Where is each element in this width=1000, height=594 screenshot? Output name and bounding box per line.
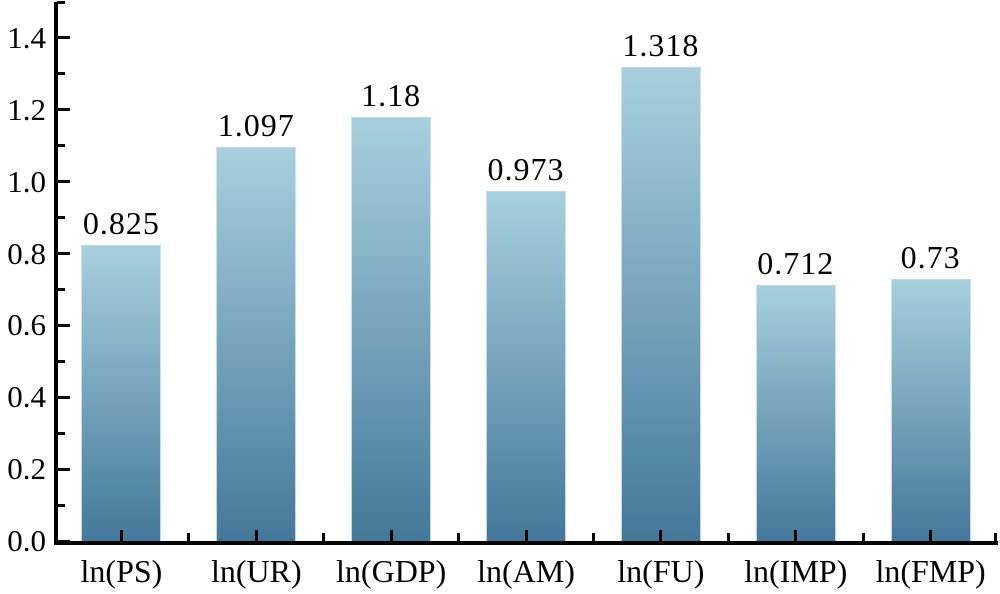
bar — [486, 191, 566, 541]
x-axis-line — [54, 541, 998, 545]
y-axis-minor-tick — [57, 287, 65, 291]
y-axis-major-tick — [57, 108, 70, 112]
bar — [755, 285, 836, 541]
y-axis-tick-label: 0.4 — [7, 379, 46, 415]
x-axis-major-tick — [254, 530, 258, 541]
bar — [81, 244, 162, 541]
y-axis-line — [54, 2, 58, 545]
x-axis-minor-tick — [994, 533, 997, 541]
y-axis-tick-label: 1.4 — [7, 19, 46, 55]
y-axis-tick-label: 0.6 — [7, 307, 46, 343]
x-axis-category-label: ln(FU) — [617, 553, 705, 589]
x-axis-minor-tick — [322, 533, 326, 541]
x-axis-category-label: ln(PS) — [80, 553, 163, 589]
y-axis-major-tick — [57, 467, 70, 471]
bar-value-label: 0.73 — [900, 238, 961, 275]
bar-value-label: 0.825 — [82, 204, 160, 241]
y-axis-tick-label: 0.0 — [7, 523, 46, 558]
y-axis-major-tick — [57, 180, 70, 184]
y-axis-tick-label: 1.2 — [7, 91, 46, 127]
y-axis-major-tick — [57, 36, 70, 40]
x-axis-major-tick — [119, 530, 123, 541]
x-axis-category-label: ln(FMP) — [875, 553, 986, 589]
y-axis-major-tick — [57, 252, 70, 256]
x-axis-major-tick — [389, 530, 393, 541]
y-axis-tick-label: 0.2 — [7, 451, 46, 487]
y-axis-minor-tick — [57, 503, 65, 507]
y-axis-minor-tick — [57, 216, 65, 220]
y-axis-minor-tick — [57, 359, 65, 363]
y-axis-minor-tick — [57, 0, 65, 4]
bar-value-label: 0.712 — [757, 245, 835, 282]
bar — [216, 146, 297, 541]
x-axis-major-tick — [929, 530, 933, 541]
x-axis-category-label: ln(UR) — [210, 553, 302, 589]
x-axis-category-label: ln(AM) — [477, 553, 575, 589]
bar — [351, 116, 432, 541]
bar-value-label: 1.097 — [217, 106, 295, 143]
y-axis-tick-label: 0.8 — [7, 235, 46, 271]
x-axis-minor-tick — [591, 533, 595, 541]
y-axis-major-tick — [57, 395, 70, 399]
x-axis-major-tick — [524, 530, 528, 541]
x-axis-minor-tick — [726, 533, 730, 541]
bar — [620, 67, 701, 541]
bar-value-label: 1.318 — [622, 27, 700, 64]
bar-value-label: 0.973 — [487, 151, 565, 188]
y-axis-minor-tick — [57, 72, 65, 76]
x-axis-major-tick — [659, 530, 663, 541]
y-axis-minor-tick — [57, 144, 65, 148]
x-axis-minor-tick — [861, 533, 865, 541]
y-axis-tick-label: 1.0 — [7, 163, 46, 199]
y-axis-major-tick — [57, 323, 70, 327]
y-axis-minor-tick — [57, 431, 65, 435]
x-axis-category-label: ln(GDP) — [336, 553, 447, 589]
x-axis-minor-tick — [457, 533, 461, 541]
x-axis-minor-tick — [187, 533, 191, 541]
bar — [890, 278, 971, 541]
y-axis-major-tick — [57, 539, 70, 543]
bar-value-label: 1.18 — [361, 76, 422, 113]
x-axis-major-tick — [794, 530, 798, 541]
x-axis-category-label: ln(IMP) — [744, 553, 848, 589]
